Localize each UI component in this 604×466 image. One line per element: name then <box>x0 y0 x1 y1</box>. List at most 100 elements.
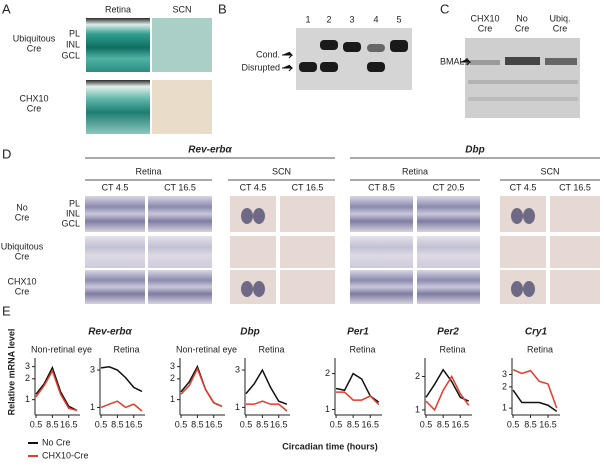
series-line <box>180 364 223 408</box>
row-label: Cre <box>27 43 42 53</box>
panel-label: A <box>2 1 11 16</box>
series-line <box>35 369 78 412</box>
lane-label: 2 <box>326 14 331 24</box>
x-tick-label: 16.5 <box>270 419 288 429</box>
ish-image <box>550 236 600 268</box>
row-label: Cre <box>27 103 42 113</box>
y-tick-label: 1 <box>415 404 420 414</box>
y-tick-label: 2 <box>25 373 30 383</box>
ish-image <box>417 236 480 268</box>
lane-label: 4 <box>373 14 378 24</box>
scn-signal <box>523 208 535 224</box>
gel-bands <box>299 40 408 72</box>
ish-image <box>350 270 413 304</box>
series-line <box>35 365 78 412</box>
panel-label: B <box>218 1 227 16</box>
chart-title: Cry1 <box>525 327 548 338</box>
ish-image <box>550 196 600 232</box>
layer-label: PL <box>69 198 80 208</box>
scn-signal <box>253 208 265 224</box>
row-label: CHX10 <box>7 276 36 286</box>
panel-label: D <box>2 146 11 161</box>
scn-signal <box>511 281 523 297</box>
gel <box>296 28 412 90</box>
retina-image <box>86 18 150 72</box>
scn-image <box>152 18 212 72</box>
ish-image <box>280 270 335 304</box>
tissue-label: SCN <box>540 166 559 176</box>
time-label: CT 4.5 <box>510 182 537 192</box>
y-tick-label: 3 <box>170 361 175 371</box>
x-tick-label: 16.5 <box>361 419 379 429</box>
row-label: Cre <box>15 286 30 296</box>
series-line <box>425 368 470 402</box>
ish-image <box>350 196 413 232</box>
time-label: CT 4.5 <box>102 182 129 192</box>
protein-label: BMAL1 <box>440 56 470 66</box>
column-header: Cre <box>553 23 568 33</box>
row-label: Cre <box>15 251 30 261</box>
column-header: CHX10 <box>470 13 499 23</box>
y-axis-label: Relative mRNA level <box>6 329 16 416</box>
column-header: No <box>516 13 528 23</box>
band-label: Cond. <box>256 49 280 59</box>
ish-image <box>85 270 145 304</box>
ish-image <box>350 236 413 268</box>
series-line <box>100 400 143 412</box>
ish-image <box>280 196 335 232</box>
arrows <box>282 51 472 72</box>
ish-image <box>417 196 480 232</box>
x-tick-label: 8.5 <box>347 419 360 429</box>
panel-label: C <box>440 1 449 16</box>
chart-subtitle: Retina <box>258 344 284 354</box>
x-tick-label: 0.5 <box>30 419 43 429</box>
column-header: Retina <box>105 4 131 14</box>
ish-image <box>85 196 145 232</box>
lane-label: 3 <box>349 14 354 24</box>
band-label: Disrupted <box>241 62 280 72</box>
ish-image <box>230 196 276 232</box>
scn-signal <box>241 208 253 224</box>
column-header: Cre <box>515 23 530 33</box>
series-line <box>100 366 143 393</box>
series-line <box>180 366 223 408</box>
chart-title: Per2 <box>437 327 459 338</box>
column-header: SCN <box>172 4 191 14</box>
x-axis-label: Circadian time (hours) <box>282 441 378 451</box>
chart-subtitle: Retina <box>439 344 465 354</box>
chart-title: Rev-erbα <box>88 327 132 338</box>
y-tick-label: 3 <box>235 364 240 374</box>
ish-image <box>550 270 600 304</box>
x-tick-label: 8.5 <box>437 419 450 429</box>
time-label: CT 16.5 <box>292 182 324 192</box>
series-line <box>512 369 558 409</box>
ish-image <box>148 196 212 232</box>
column-header: Cre <box>478 23 493 33</box>
layer-label: GCL <box>61 50 80 60</box>
x-tick-label: 16.5 <box>60 419 78 429</box>
y-tick-label: 1 <box>502 403 507 413</box>
retina-image <box>86 80 150 134</box>
x-tick-label: 8.5 <box>256 419 269 429</box>
y-tick-label: 2 <box>415 371 420 381</box>
x-tick-label: 16.5 <box>125 419 143 429</box>
column-header: Ubiq. <box>549 13 570 23</box>
scn-image <box>152 80 212 134</box>
tissue-label: Retina <box>135 166 161 176</box>
x-tick-label: 8.5 <box>524 419 537 429</box>
ish-image <box>500 270 546 304</box>
time-label: CT 4.5 <box>240 182 267 192</box>
x-tick-label: 8.5 <box>111 419 124 429</box>
y-tick-label: 2 <box>170 373 175 383</box>
panel-label: E <box>2 303 11 318</box>
layer-label: GCL <box>61 218 80 228</box>
x-tick-label: 0.5 <box>507 419 520 429</box>
ish-image <box>148 270 212 304</box>
x-tick-label: 0.5 <box>240 419 253 429</box>
y-tick-label: 1 <box>170 394 175 404</box>
x-tick-label: 0.5 <box>330 419 343 429</box>
series-line <box>336 391 380 406</box>
gene-label: Dbp <box>465 145 484 156</box>
row-label: Ubiquitous <box>13 33 56 43</box>
